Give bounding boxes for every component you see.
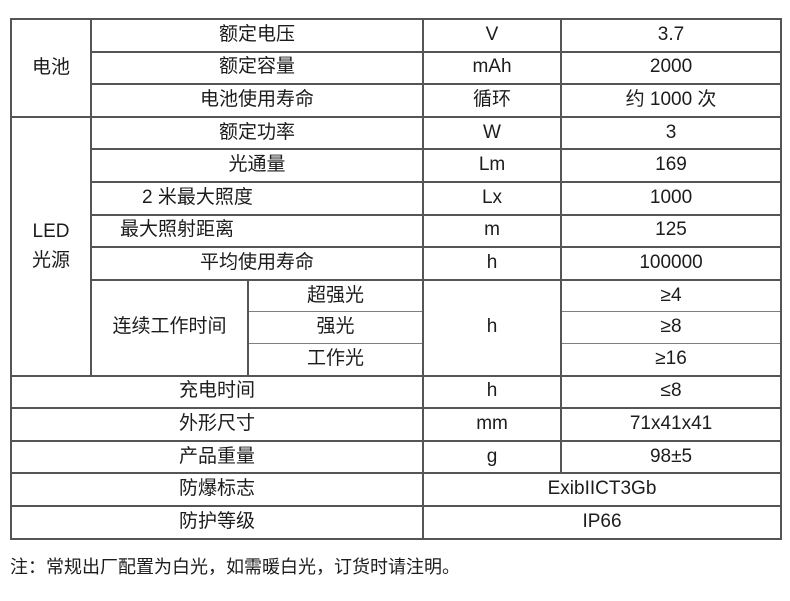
spec-value: 71x41x41 bbox=[560, 407, 783, 442]
footnote: 注：常规出厂配置为白光，如需暖白光，订货时请注明。 bbox=[10, 556, 460, 577]
runtime-mode-value: ≥8 bbox=[560, 311, 783, 344]
runtime-mode-label: 工作光 bbox=[246, 342, 425, 377]
spec-value: 100000 bbox=[560, 246, 783, 281]
spec-label: 额定功率 bbox=[89, 115, 425, 151]
spec-unit: h bbox=[422, 374, 563, 410]
table-row: LED 光源 额定功率 W 3 bbox=[10, 115, 783, 377]
table-row: 电池使用寿命 循环 约 1000 次 bbox=[11, 83, 783, 118]
table-row: 平均使用寿命 h 100000 bbox=[11, 246, 783, 281]
spec-label: 2 米最大照度 bbox=[89, 180, 425, 216]
spec-sheet-page: { "spec": { "battery": { "group_label": … bbox=[0, 18, 790, 601]
spec-label: 最大照射距离 bbox=[89, 213, 425, 249]
table-row: 电池 额定电压 V 3.7 bbox=[10, 18, 783, 118]
spec-value: ≤8 bbox=[560, 374, 783, 410]
spec-label: 电池使用寿命 bbox=[89, 83, 425, 118]
spec-value: 125 bbox=[560, 213, 783, 249]
table-row: 防护等级 IP66 bbox=[9, 504, 783, 540]
spec-value: 3 bbox=[560, 115, 783, 151]
table-row: 工作光 ≥16 bbox=[11, 342, 783, 377]
runtime-unit: h bbox=[422, 278, 563, 377]
table-row: 充电时间 h ≤8 bbox=[9, 374, 783, 410]
spec-value: 98±5 bbox=[560, 439, 783, 475]
runtime-mode-label: 强光 bbox=[246, 311, 425, 344]
spec-label: 额定电压 bbox=[89, 18, 425, 53]
runtime-mode-label: 超强光 bbox=[246, 278, 425, 313]
table-row: 光通量 Lm 169 bbox=[11, 148, 783, 183]
table-row: 额定容量 mAh 2000 bbox=[11, 50, 783, 86]
spec-unit: Lx bbox=[422, 180, 563, 216]
spec-label: 光通量 bbox=[89, 148, 425, 183]
spec-unit: Lm bbox=[422, 148, 563, 183]
table-row: 防爆标志 ExibIICT3Gb bbox=[9, 472, 783, 507]
spec-unit: g bbox=[422, 439, 563, 475]
spec-unit: mm bbox=[422, 407, 563, 442]
spec-value: ExibIICT3Gb bbox=[422, 472, 783, 507]
runtime-label: 连续工作时间 bbox=[90, 278, 249, 377]
spec-label: 额定容量 bbox=[89, 50, 425, 86]
table-row: 产品重量 g 98±5 bbox=[9, 439, 783, 475]
table-row: 最大照射距离 m 125 bbox=[11, 213, 783, 249]
spec-unit: 循环 bbox=[422, 83, 563, 118]
spec-table: 电池 额定电压 V 3.7 额定容量 mAh 2000 电池使用寿命 循环 约 … bbox=[9, 18, 783, 540]
spec-value: 169 bbox=[560, 148, 783, 183]
spec-label: 充电时间 bbox=[9, 374, 425, 410]
spec-value: 2000 bbox=[560, 50, 783, 86]
spec-label: 防爆标志 bbox=[9, 472, 425, 507]
spec-label: 防护等级 bbox=[9, 504, 425, 540]
table-row: 强光 ≥8 bbox=[11, 311, 783, 344]
spec-unit: mAh bbox=[422, 50, 563, 86]
spec-value: 1000 bbox=[560, 180, 783, 216]
spec-unit: V bbox=[422, 18, 563, 53]
spec-unit: h bbox=[422, 246, 563, 281]
group-cell-led: LED 光源 bbox=[10, 115, 92, 377]
group-cell-battery: 电池 bbox=[10, 18, 92, 118]
table-row: 连续工作时间 超强光 h ≥4 bbox=[11, 278, 783, 377]
spec-unit: W bbox=[422, 115, 563, 151]
spec-label: 平均使用寿命 bbox=[89, 246, 425, 281]
spec-value: 3.7 bbox=[560, 18, 783, 53]
spec-label: 产品重量 bbox=[9, 439, 425, 475]
table-row: 2 米最大照度 Lx 1000 bbox=[11, 180, 783, 216]
runtime-mode-value: ≥4 bbox=[560, 278, 783, 313]
runtime-mode-value: ≥16 bbox=[560, 342, 783, 377]
table-row: 外形尺寸 mm 71x41x41 bbox=[9, 407, 783, 442]
spec-value: 约 1000 次 bbox=[560, 83, 783, 118]
spec-value: IP66 bbox=[422, 504, 783, 540]
spec-unit: m bbox=[422, 213, 563, 249]
spec-label: 外形尺寸 bbox=[9, 407, 425, 442]
